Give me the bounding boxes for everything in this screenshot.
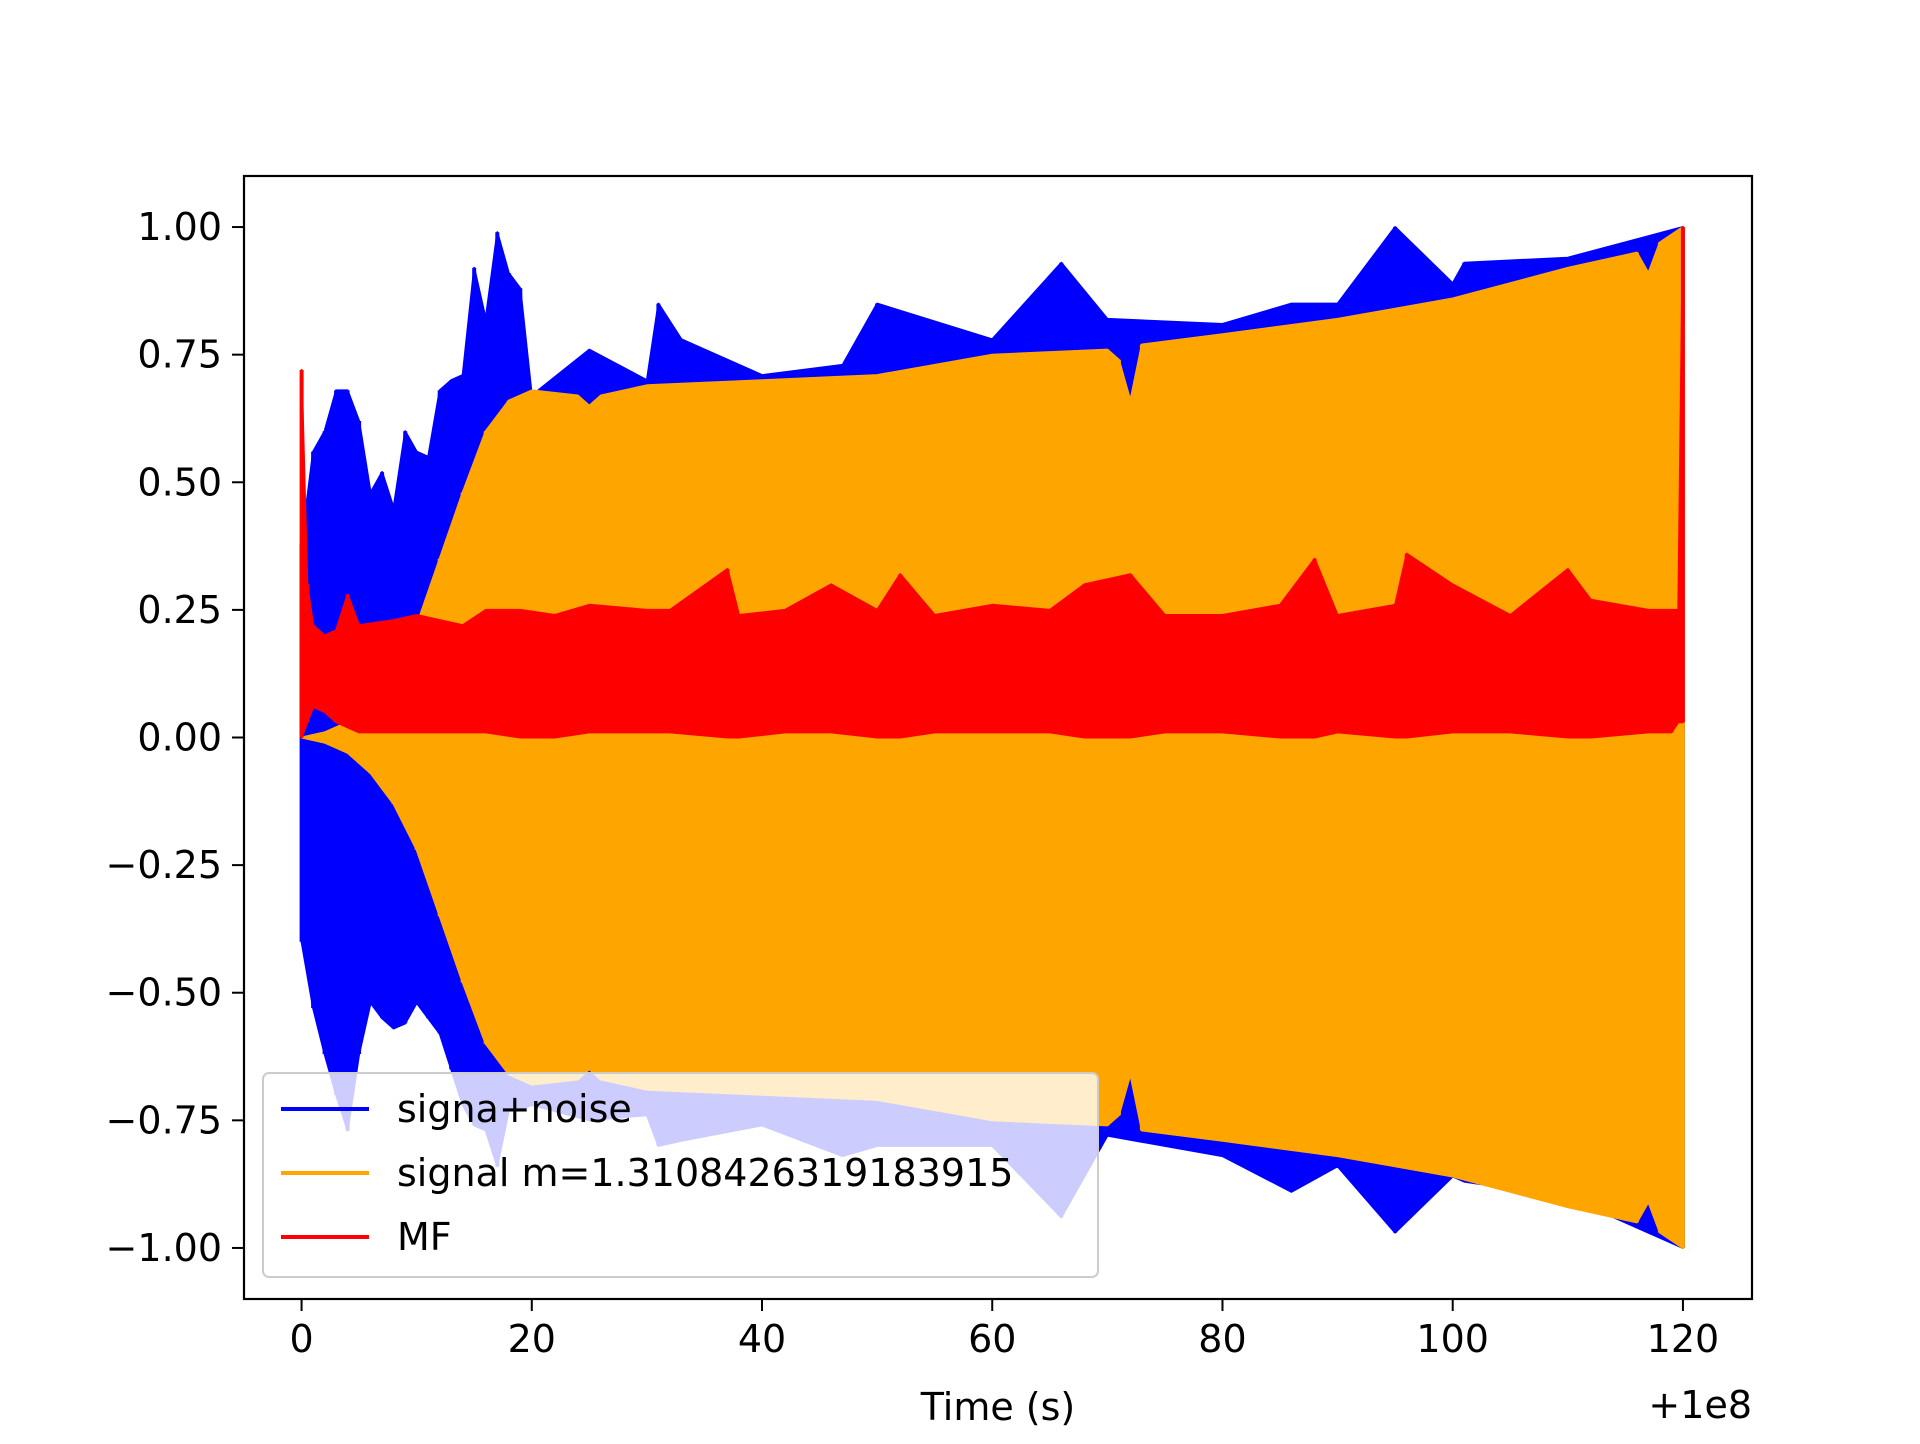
- x-axis-ticks: 0 20 40 60 80 100 120: [289, 1299, 1719, 1361]
- legend-box: [262, 1072, 1099, 1278]
- y-axis-ticks: 1.00 0.75 0.50 0.25 0.00 −0.25 −0.50 −0.75 −1.00: [106, 205, 244, 1270]
- x-tick-label: 60: [968, 1317, 1016, 1361]
- y-tick-label: 0.00: [137, 716, 222, 760]
- legend: signa+noise signal m=1.3108426319183915 MF: [262, 1072, 1099, 1278]
- y-tick-label: 0.75: [137, 333, 222, 377]
- x-axis-label: Time (s): [920, 1385, 1076, 1429]
- y-tick-label: 0.50: [137, 460, 222, 504]
- legend-label: signa+noise: [397, 1087, 632, 1131]
- x-axis-offset-label: +1e8: [1648, 1383, 1752, 1427]
- y-tick-label: 0.25: [137, 588, 222, 632]
- series-3: [299, 226, 1685, 739]
- y-tick-label: −0.25: [106, 843, 222, 887]
- series-2: [300, 226, 1685, 1249]
- x-tick-label: 20: [508, 1317, 556, 1361]
- x-tick-label: 100: [1416, 1317, 1489, 1361]
- y-tick-label: −0.50: [106, 971, 222, 1015]
- y-tick-label: 1.00: [137, 205, 222, 249]
- y-tick-label: −1.00: [106, 1226, 222, 1270]
- x-tick-label: 120: [1647, 1317, 1720, 1361]
- y-tick-label: −0.75: [106, 1098, 222, 1142]
- x-tick-label: 40: [738, 1317, 786, 1361]
- x-tick-label: 0: [289, 1317, 313, 1361]
- legend-label: MF: [397, 1215, 452, 1259]
- x-tick-label: 80: [1198, 1317, 1246, 1361]
- legend-label: signal m=1.3108426319183915: [397, 1151, 1013, 1195]
- plot-area: [299, 226, 1685, 1249]
